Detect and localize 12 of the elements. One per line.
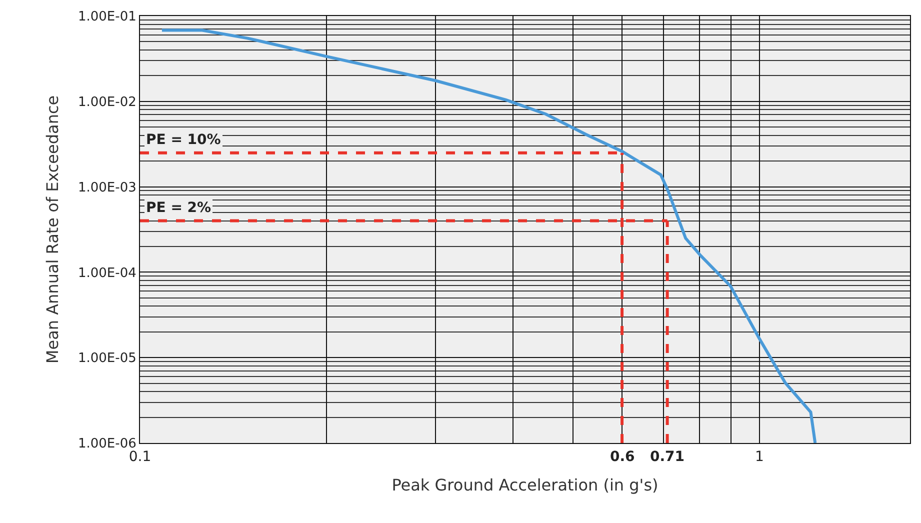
annotation: PE = 2% — [146, 200, 212, 216]
x-axis-title: Peak Ground Acceleration (in g's) — [392, 476, 658, 494]
y-tick-label: 1.00E-02 — [78, 94, 136, 110]
y-tick-label: 1.00E-05 — [78, 351, 136, 366]
annotation: PE = 10% — [146, 132, 221, 148]
y-tick-label: 1.00E-01 — [78, 10, 136, 25]
y-tick-label: 1.00E-04 — [78, 266, 136, 281]
ref-line-label: 0.71 — [650, 449, 685, 465]
y-tick-label: 1.00E-03 — [78, 180, 136, 196]
ref-line-label: 0.6 — [610, 449, 635, 465]
y-axis-title: Mean Annual Rate of Exceedance — [42, 95, 62, 364]
x-tick-label: 1 — [754, 448, 764, 465]
